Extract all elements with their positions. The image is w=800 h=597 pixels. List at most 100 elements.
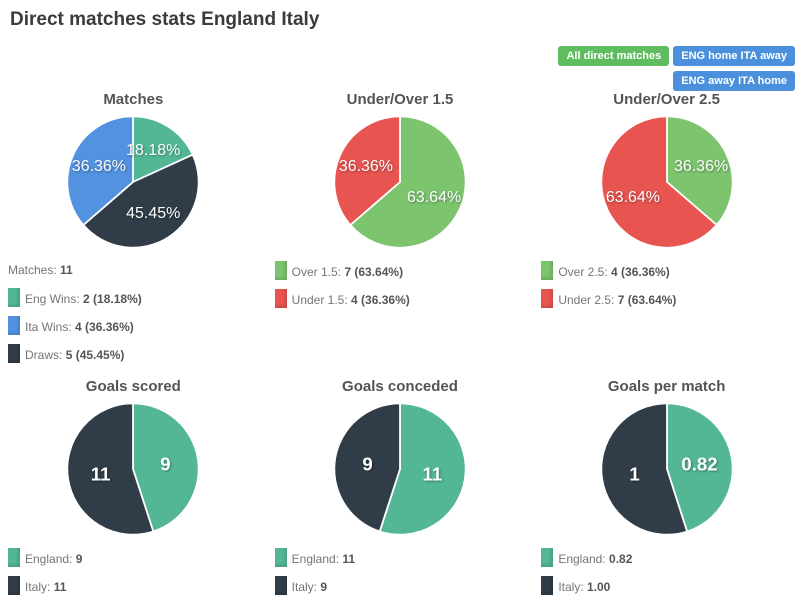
legend: Matches: 11 Eng Wins: 2 (18.18%) Ita Wins:… [2, 261, 265, 363]
legend-value: 11 [53, 580, 67, 594]
legend: England: 9 Italy: 11 [2, 548, 265, 595]
pie-slice-label: 9 [161, 453, 171, 474]
legend-swatch [8, 316, 20, 335]
legend-value: 11 [342, 552, 356, 566]
pie-slice-label: 63.64% [407, 189, 461, 206]
legend-item: Draws: 5 (45.45%) [8, 344, 265, 363]
legend-value: 2 (18.18%) [83, 292, 142, 306]
legend-label: Draws: [25, 348, 63, 362]
legend-label: Ita Wins: [25, 320, 72, 334]
legend-swatch [541, 261, 554, 280]
legend: England: 11 Italy: 9 [269, 548, 532, 595]
legend-swatch [274, 548, 287, 567]
pie-chart: 11 9 [269, 398, 532, 540]
pie-slice-label: 63.64% [605, 189, 659, 206]
pie-slice-label: 36.36% [339, 158, 393, 175]
legend-swatch [8, 344, 20, 363]
legend-item: Italy: 1.00 [541, 576, 798, 595]
filter-eng-away-ita-home[interactable]: ENG away ITA home [673, 71, 795, 91]
chart-title: Under/Over 1.5 [346, 91, 454, 108]
pie-slice-over-2.5[interactable] [665, 115, 734, 226]
chart-column: Under/Over 1.5 63.64% 36.36% Over 1.5: 7 (6… [267, 91, 534, 372]
legend-label: Italy: [25, 580, 51, 594]
chart-column: Goals conceded 11 9 England: 11 Italy: 9 [267, 378, 534, 597]
legend-swatch [8, 548, 20, 567]
legend: Over 2.5: 4 (36.36%) Under 2.5: 7 (63.64%… [535, 261, 798, 308]
pie-slice-ita-wins[interactable] [66, 115, 135, 226]
pie-slice-italy[interactable] [66, 402, 155, 536]
legend-item: England: 9 [8, 548, 265, 567]
pie-slice-england[interactable] [132, 402, 200, 533]
legend-item: Over 2.5: 4 (36.36%) [541, 261, 798, 280]
chart-title: Goals scored [85, 378, 181, 395]
pie-slice-label: 45.45% [126, 205, 180, 222]
pie-chart: 36.36% 63.64% [535, 111, 798, 253]
legend-item: Italy: 9 [274, 576, 532, 595]
pie-slice-label: 11 [423, 464, 443, 485]
filter-eng-home-ita-away[interactable]: ENG home ITA away [673, 46, 795, 66]
legend-value: 7 (63.64%) [617, 293, 677, 307]
legend-label: Under 1.5: [291, 293, 348, 307]
pie-chart: 18.18% 45.45% 36.36% [2, 111, 265, 253]
page-title: Direct matches stats England Italy [10, 9, 320, 30]
legend-value: 9 [320, 580, 328, 594]
legend-item: England: 11 [274, 548, 532, 567]
legend-item: Italy: 11 [8, 576, 265, 595]
pie-slice-italy[interactable] [333, 402, 401, 533]
legend-value: 0.82 [609, 552, 633, 566]
legend-value: 7 (63.64%) [344, 265, 404, 279]
legend-label: Italy: [558, 580, 584, 594]
pie-slice-label: 36.36% [674, 158, 728, 175]
legend-swatch [541, 548, 554, 567]
pie-slice-under-1.5[interactable] [333, 115, 401, 226]
chart-column: Goals per match 0.82 1 England: 0.82 Italy: … [533, 378, 800, 597]
pie-slice-label: 36.36% [72, 158, 126, 175]
legend: England: 0.82 Italy: 1.00 [535, 548, 798, 595]
filter-buttons: All direct matches ENG home ITA away ENG … [554, 46, 795, 96]
legend-item: England: 0.82 [541, 548, 798, 567]
legend-value: 4 (36.36%) [611, 265, 670, 279]
legend-label: England: [558, 552, 606, 566]
pie-slice-label: 9 [362, 453, 372, 474]
chart-row: Matches 18.18% 45.45% 36.36% Matches: 11 Eng … [0, 91, 800, 372]
legend-swatch [8, 288, 20, 307]
legend-item: Eng Wins: 2 (18.18%) [8, 288, 265, 307]
pie-chart: 9 11 [2, 398, 265, 540]
legend-swatch [274, 261, 287, 280]
legend-label: Under 2.5: [558, 293, 615, 307]
pie-slice-draws[interactable] [82, 153, 200, 249]
legend-value: 9 [75, 552, 83, 566]
pie-slice-england[interactable] [378, 402, 467, 536]
chart-title: Goals conceded [342, 378, 458, 395]
legend-swatch [541, 576, 554, 595]
legend-swatch [8, 576, 20, 595]
legend-value: 1.00 [587, 580, 611, 594]
legend-value: 5 (45.45%) [65, 348, 125, 362]
chart-column: Matches 18.18% 45.45% 36.36% Matches: 11 Eng … [0, 91, 267, 372]
pie-chart: 0.82 1 [535, 398, 798, 540]
pie-slice-england[interactable] [665, 402, 734, 533]
legend-header-label: Matches: [8, 263, 57, 277]
filter-all-direct-matches[interactable]: All direct matches [558, 46, 670, 66]
legend: Over 1.5: 7 (63.64%) Under 1.5: 4 (36.36%… [269, 261, 532, 308]
chart-column: Under/Over 2.5 36.36% 63.64% Over 2.5: 4 (3… [533, 91, 800, 372]
legend-swatch [541, 289, 554, 308]
pie-slice-italy[interactable] [600, 402, 688, 536]
legend-value: 4 (36.36%) [75, 320, 134, 334]
pie-slice-under-2.5[interactable] [600, 115, 718, 249]
legend-swatch [274, 576, 287, 595]
chart-title: Under/Over 2.5 [613, 91, 720, 108]
pie-slice-label: 0.82 [681, 453, 717, 474]
legend-item: Under 2.5: 7 (63.64%) [541, 289, 798, 308]
pie-slice-over-1.5[interactable] [349, 115, 467, 249]
legend-swatch [274, 289, 287, 308]
legend-item: Under 1.5: 4 (36.36%) [274, 289, 532, 308]
legend-label: Over 1.5: [291, 265, 342, 279]
pie-chart: 63.64% 36.36% [269, 111, 532, 253]
legend-label: England: [291, 552, 340, 566]
pie-slice-label: 11 [91, 464, 111, 485]
legend-value: 4 (36.36%) [351, 293, 410, 307]
chart-row: Goals scored 9 11 England: 9 Italy: 11 Goals … [0, 378, 800, 597]
legend-header: Matches: 11 [8, 261, 265, 279]
pie-slice-eng-wins[interactable] [132, 115, 194, 183]
